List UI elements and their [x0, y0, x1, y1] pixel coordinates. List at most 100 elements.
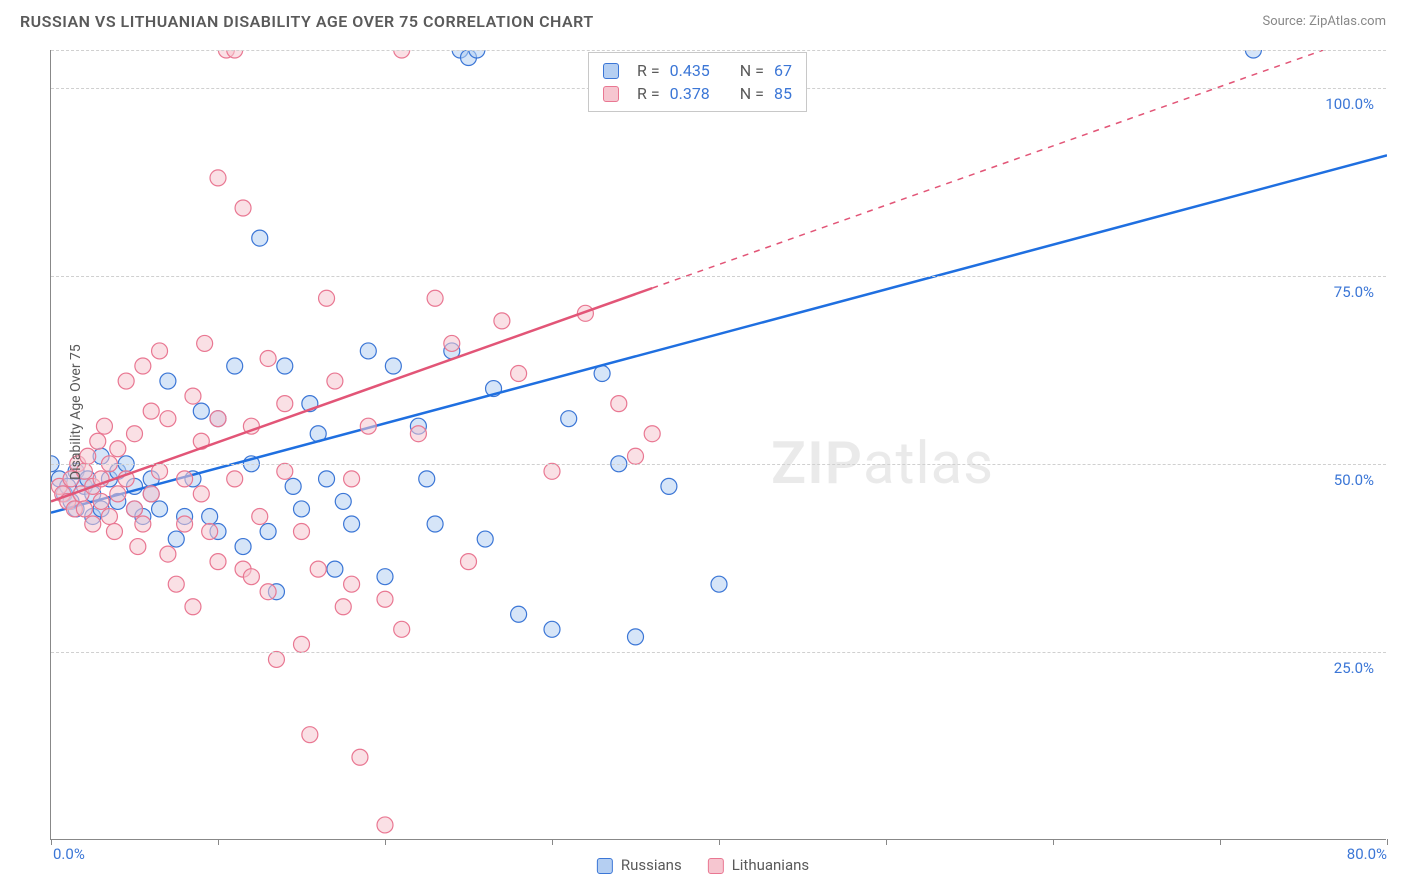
legend-label: Russians [621, 856, 682, 874]
scatter-point [135, 358, 151, 374]
gridline-h [51, 276, 1386, 277]
scatter-point [168, 576, 184, 592]
scatter-point [85, 516, 101, 532]
scatter-point [152, 343, 168, 359]
scatter-point [377, 817, 393, 833]
legend-label: Lithuanians [732, 856, 809, 874]
scatter-point [210, 411, 226, 427]
x-tick [385, 839, 386, 845]
scatter-point [260, 350, 276, 366]
scatter-point [96, 418, 112, 434]
x-tick [51, 839, 52, 845]
scatter-point [427, 516, 443, 532]
scatter-point [235, 200, 251, 216]
stat-n-label: N = [740, 84, 764, 103]
scatter-point [327, 373, 343, 389]
scatter-point [410, 426, 426, 442]
scatter-point [377, 591, 393, 607]
y-tick-label: 100.0% [1325, 95, 1374, 113]
scatter-point [319, 471, 335, 487]
scatter-point [101, 508, 117, 524]
scatter-point [661, 478, 677, 494]
stat-r-value: 0.435 [670, 61, 710, 80]
x-tick-label: 0.0% [53, 845, 85, 863]
scatter-point [711, 576, 727, 592]
x-tick [1387, 839, 1388, 845]
scatter-point [260, 524, 276, 540]
stat-n-label: N = [740, 61, 764, 80]
scatter-point [277, 463, 293, 479]
source-label: Source: ZipAtlas.com [1262, 14, 1386, 29]
scatter-point [344, 516, 360, 532]
y-tick-label: 50.0% [1334, 471, 1374, 489]
scatter-point [294, 636, 310, 652]
scatter-point [385, 358, 401, 374]
scatter-point [352, 749, 368, 765]
stat-r-label: R = [637, 84, 660, 103]
scatter-point [76, 501, 92, 517]
legend-swatch [603, 63, 619, 79]
scatter-point [127, 426, 143, 442]
scatter-point [110, 486, 126, 502]
scatter-point [377, 569, 393, 585]
scatter-point [235, 539, 251, 555]
scatter-point [110, 441, 126, 457]
scatter-point [177, 471, 193, 487]
scatter-point [335, 599, 351, 615]
scatter-point [106, 524, 122, 540]
header-bar: RUSSIAN VS LITHUANIAN DISABILITY AGE OVE… [0, 0, 1406, 39]
scatter-point [394, 50, 410, 58]
scatter-point [277, 358, 293, 374]
scatter-point [243, 569, 259, 585]
scatter-point [544, 463, 560, 479]
scatter-point [628, 629, 644, 645]
scatter-point [561, 411, 577, 427]
scatter-point [344, 576, 360, 592]
scatter-point [193, 403, 209, 419]
legend-item: Lithuanians [708, 856, 809, 874]
scatter-point [227, 358, 243, 374]
scatter-point [210, 170, 226, 186]
scatter-point [127, 501, 143, 517]
scatter-point [419, 471, 435, 487]
scatter-point [185, 599, 201, 615]
stat-n-value: 85 [774, 84, 792, 103]
legend-item: Russians [597, 856, 682, 874]
scatter-point [118, 373, 134, 389]
stats-row: R = 0.435N = 67 [603, 59, 792, 82]
scatter-point [511, 366, 527, 382]
x-tick [1053, 839, 1054, 845]
x-tick [1220, 839, 1221, 845]
scatter-point [277, 396, 293, 412]
scatter-point [494, 313, 510, 329]
x-tick [218, 839, 219, 845]
scatter-point [394, 621, 410, 637]
scatter-point [1245, 50, 1261, 58]
scatter-point [168, 531, 184, 547]
plot-area: ZIPatlas 25.0%50.0%75.0%100.0%0.0%80.0% [50, 50, 1386, 840]
scatter-point [90, 433, 106, 449]
scatter-point [160, 373, 176, 389]
y-tick-label: 75.0% [1334, 283, 1374, 301]
scatter-point [135, 516, 151, 532]
scatter-point [611, 396, 627, 412]
scatter-point [143, 403, 159, 419]
scatter-point [152, 501, 168, 517]
y-axis-label: Disability Age Over 75 [68, 344, 84, 480]
scatter-point [628, 448, 644, 464]
scatter-point [227, 471, 243, 487]
y-tick-label: 25.0% [1334, 659, 1374, 677]
scatter-point [252, 508, 268, 524]
scatter-point [210, 554, 226, 570]
scatter-point [294, 524, 310, 540]
legend-swatch [708, 858, 724, 874]
stats-row: R = 0.378N = 85 [603, 82, 792, 105]
scatter-point [130, 539, 146, 555]
legend-swatch [603, 86, 619, 102]
scatter-point [511, 606, 527, 622]
scatter-point [644, 426, 660, 442]
scatter-point [193, 486, 209, 502]
scatter-point [160, 546, 176, 562]
scatter-point [344, 471, 360, 487]
scatter-point [185, 388, 201, 404]
